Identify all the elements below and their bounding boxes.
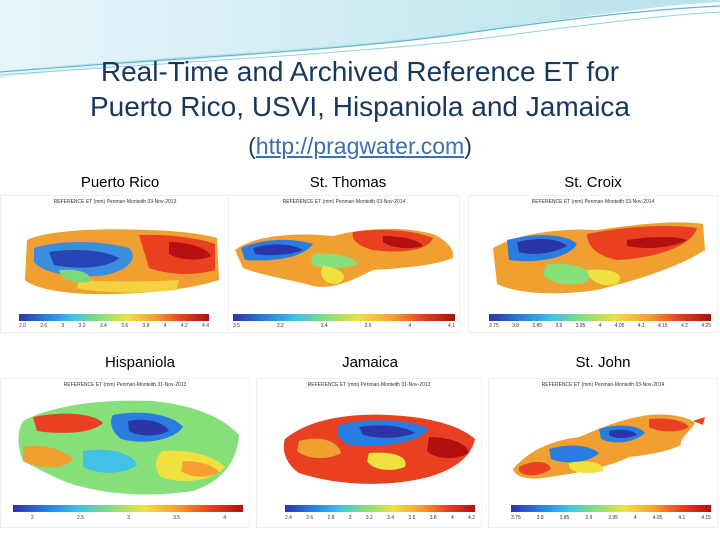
tick-label: 3.6	[364, 323, 372, 329]
et-map-puerto-rico	[25, 229, 219, 295]
tick-label: 2	[31, 515, 34, 521]
et-map-st-thomas	[235, 228, 454, 287]
tick-label: 4	[598, 323, 602, 329]
tick-label: 3.8	[142, 323, 150, 329]
panel-label-hispaniola: Hispaniola	[104, 354, 176, 371]
tick-label: 3.2	[276, 323, 284, 329]
tick-label: 3.75	[511, 515, 521, 521]
colorbar-ticks: 2.4 2.6 2.8 3 3.2 3.4 3.6 3.8 4 4.2	[285, 515, 475, 521]
tick-label: 3.2	[365, 515, 373, 521]
colorbar	[489, 314, 711, 321]
tick-label: 4.2	[680, 323, 688, 329]
tick-label: 3.6	[121, 323, 129, 329]
tick-label: 3.95	[575, 323, 586, 329]
colorbar	[19, 314, 209, 321]
source-url-link[interactable]: http://pragwater.com	[255, 133, 465, 159]
map-panel-st-john: REFERENCE ET (mm) Penman-Monteith 03-Nov…	[488, 378, 718, 528]
colorbar-ticks: 3.5 3.2 3.4 3.6 4 4.1	[233, 323, 455, 329]
tick-label: 4.2	[468, 515, 475, 521]
panel-label-st-croix: St. Croix	[564, 174, 622, 191]
map-panel-hispaniola: REFERENCE ET (mm) Penman-Monteith 31-Nov…	[0, 378, 250, 528]
tick-label: 4.1	[678, 515, 686, 521]
panel-label-jamaica: Jamaica	[342, 354, 398, 371]
tick-label: 3	[61, 323, 65, 329]
tick-label: 4.1	[637, 323, 645, 329]
panel-label-st-thomas: St. Thomas	[309, 174, 387, 191]
map-panel-jamaica: REFERENCE ET (mm) Penman-Monteith 31-Nov…	[256, 378, 482, 528]
colorbar	[233, 314, 455, 321]
tick-label: 3.85	[532, 323, 543, 329]
tick-label: 2.0	[19, 323, 26, 329]
url-close-paren: )	[464, 133, 472, 159]
tick-label: 3.9	[585, 515, 593, 521]
tick-label: 3.8	[512, 323, 519, 329]
tick-label: 3.4	[99, 323, 107, 329]
tick-label: 2.8	[327, 515, 335, 521]
map-header: REFERENCE ET (mm) Penman-Monteith 03-Nov…	[531, 199, 655, 205]
map-header: REFERENCE ET (mm) Penman-Monteith 03-Nov…	[541, 382, 665, 388]
tick-label: 2.4	[285, 515, 292, 521]
colorbar	[285, 505, 475, 512]
tick-label: 3.9	[555, 323, 563, 329]
colorbar-ticks: 2 2.5 3 3.5 4	[31, 515, 226, 521]
tick-label: 4	[408, 323, 412, 329]
map-header: REFERENCE ET (mm) Penman-Monteith 31-Nov…	[63, 382, 187, 388]
panel-label-puerto-rico: Puerto Rico	[80, 174, 160, 191]
et-map-hispaniola	[18, 400, 239, 495]
colorbar	[511, 505, 711, 512]
tick-label: 2.6	[40, 323, 48, 329]
colorbar	[13, 505, 243, 512]
header-wave-decoration	[0, 0, 720, 78]
tick-label: 2.6	[306, 515, 314, 521]
colorbar-ticks: 3.75 3.8 3.85 3.9 3.95 4 4.05 4.1 4.15	[511, 515, 711, 521]
tick-label: 3	[127, 515, 130, 521]
tick-label: 4.15	[701, 515, 711, 521]
tick-label: 4.05	[614, 323, 625, 329]
tick-label: 3.5	[173, 515, 181, 521]
slide-title: Real-Time and Archived Reference ET for …	[0, 54, 720, 124]
tick-label: 3.8	[429, 515, 437, 521]
tick-label: 4	[163, 323, 167, 329]
tick-label: 4.2	[180, 323, 188, 329]
tick-label: 3.5	[233, 323, 240, 329]
tick-label: 4.25	[701, 323, 711, 329]
panel-label-st-john: St. John	[575, 354, 631, 371]
map-panel-st-croix: REFERENCE ET (mm) Penman-Monteith 03-Nov…	[468, 195, 718, 333]
et-map-jamaica	[283, 414, 475, 484]
source-url-line: (http://pragwater.com)	[0, 133, 720, 160]
tick-label: 4.4	[202, 323, 209, 329]
tick-label: 4	[450, 515, 454, 521]
et-map-st-croix	[493, 222, 705, 294]
tick-label: 3.75	[489, 323, 499, 329]
tick-label: 4.15	[657, 323, 668, 329]
tick-label: 3.4	[320, 323, 328, 329]
tick-label: 3	[348, 515, 352, 521]
et-map-st-john	[513, 414, 705, 479]
map-header: REFERENCE ET (mm) Penman-Monteith 03-Nov…	[53, 199, 177, 205]
tick-label: 3.85	[559, 515, 570, 521]
slide-title-line-2: Puerto Rico, USVI, Hispaniola and Jamaic…	[89, 91, 631, 122]
map-panel-st-thomas: REFERENCE ET (mm) Penman-Monteith 03-Nov…	[228, 195, 460, 333]
tick-label: 3.95	[608, 515, 618, 521]
tick-label: 4	[223, 515, 226, 521]
tick-label: 3.4	[387, 515, 395, 521]
map-header: REFERENCE ET (mm) Penman-Monteith 03-Nov…	[282, 199, 406, 205]
tick-label: 2.5	[76, 515, 84, 521]
tick-label: 4.1	[448, 323, 455, 329]
map-panel-puerto-rico: REFERENCE ET (mm) Penman-Monteith 03-Nov…	[0, 195, 230, 333]
tick-label: 3.2	[78, 323, 86, 329]
colorbar-ticks: 3.75 3.8 3.85 3.9 3.95 4 4.05 4.1 4.15 4…	[489, 323, 711, 329]
tick-label: 4	[633, 515, 637, 521]
colorbar-ticks: 2.0 2.6 3 3.2 3.4 3.6 3.8 4 4.2 4.4	[19, 323, 209, 329]
slide-title-line-1: Real-Time and Archived Reference ET for	[100, 56, 620, 87]
tick-label: 4.05	[652, 515, 663, 521]
map-header: REFERENCE ET (mm) Penman-Monteith 31-Nov…	[307, 382, 431, 388]
url-open-paren: (	[248, 133, 256, 159]
tick-label: 3.8	[536, 515, 544, 521]
tick-label: 3.6	[408, 515, 416, 521]
